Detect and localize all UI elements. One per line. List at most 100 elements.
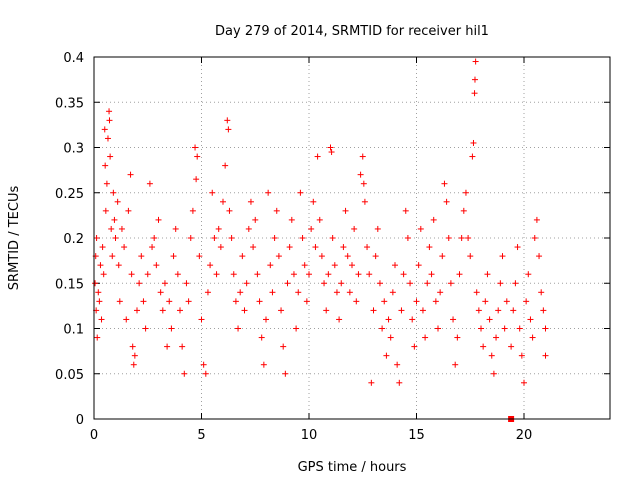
data-point	[280, 343, 287, 350]
data-point	[230, 271, 237, 278]
data-point	[318, 253, 325, 260]
data-point	[204, 289, 211, 296]
data-point	[99, 244, 106, 251]
data-point	[198, 316, 205, 323]
data-point	[293, 325, 300, 332]
data-point	[456, 271, 463, 278]
data-point	[521, 379, 527, 386]
data-point	[123, 316, 130, 323]
data-point	[383, 352, 390, 359]
data-point	[157, 289, 164, 296]
data-point	[470, 139, 477, 146]
data-point	[278, 307, 285, 314]
data-point	[116, 298, 123, 305]
data-point	[106, 117, 113, 124]
data-point	[155, 216, 162, 223]
data-point	[381, 298, 388, 305]
data-point	[488, 352, 495, 359]
data-point	[472, 58, 479, 65]
data-point	[473, 289, 480, 296]
data-point	[260, 361, 267, 368]
data-point	[134, 307, 140, 314]
data-point	[142, 325, 149, 332]
data-point	[325, 271, 332, 278]
data-point	[193, 176, 200, 183]
data-point	[533, 216, 540, 223]
data-point	[254, 271, 261, 278]
data-point	[439, 253, 446, 260]
data-point	[490, 370, 497, 377]
data-point	[497, 280, 504, 287]
data-point	[329, 235, 336, 241]
data-point	[430, 216, 437, 223]
data-point	[523, 298, 530, 305]
data-point	[130, 361, 137, 368]
data-point	[258, 334, 265, 341]
data-point	[467, 253, 474, 260]
data-point	[146, 180, 153, 187]
data-point	[398, 307, 405, 314]
data-point	[328, 149, 335, 156]
y-axis-label: SRMTID / TECUs	[7, 186, 22, 291]
data-point	[316, 216, 323, 223]
data-point	[516, 325, 523, 332]
data-point	[452, 361, 459, 368]
data-point	[247, 198, 254, 205]
data-point	[250, 244, 257, 251]
y-tick-label: 0.1	[63, 323, 84, 338]
data-point	[96, 298, 103, 305]
data-point	[443, 198, 450, 205]
data-point	[458, 235, 465, 241]
data-point	[450, 316, 457, 323]
data-point	[518, 352, 525, 359]
data-point	[282, 370, 289, 377]
y-tick-label: 0.25	[55, 187, 84, 202]
data-point	[207, 262, 214, 269]
data-point	[379, 325, 386, 332]
data-point	[110, 189, 117, 196]
data-point	[269, 289, 276, 296]
data-point	[129, 343, 136, 350]
data-point	[415, 262, 422, 269]
data-point	[510, 307, 517, 314]
data-point	[308, 225, 315, 232]
data-point	[351, 225, 358, 232]
x-tick-label: 15	[408, 428, 425, 443]
data-point	[437, 289, 444, 296]
data-point	[252, 216, 259, 223]
data-point	[196, 253, 203, 260]
data-layer	[92, 58, 549, 422]
data-point	[245, 225, 252, 232]
data-point	[355, 271, 362, 278]
data-point	[538, 289, 545, 296]
data-point	[402, 207, 409, 214]
data-point	[241, 307, 248, 314]
data-point	[243, 280, 250, 287]
data-point	[127, 171, 134, 178]
data-point	[209, 189, 216, 196]
data-point	[181, 370, 188, 377]
y-tick-label: 0.05	[55, 368, 84, 383]
data-point	[108, 225, 115, 232]
data-point	[331, 262, 338, 269]
data-point	[364, 244, 371, 251]
data-point	[140, 298, 147, 305]
data-point	[361, 198, 368, 205]
data-point	[469, 153, 476, 160]
data-point	[239, 253, 246, 260]
data-point	[411, 343, 418, 350]
data-point	[486, 316, 493, 323]
data-point	[426, 244, 433, 251]
data-point	[493, 334, 500, 341]
data-point	[189, 207, 196, 214]
x-tick-label: 10	[301, 428, 318, 443]
data-point	[321, 280, 328, 287]
data-point	[368, 379, 375, 386]
data-point	[215, 225, 222, 232]
data-point	[314, 153, 321, 160]
data-point	[267, 262, 274, 269]
data-point	[394, 361, 401, 368]
data-point	[284, 280, 291, 287]
data-point	[183, 280, 190, 287]
